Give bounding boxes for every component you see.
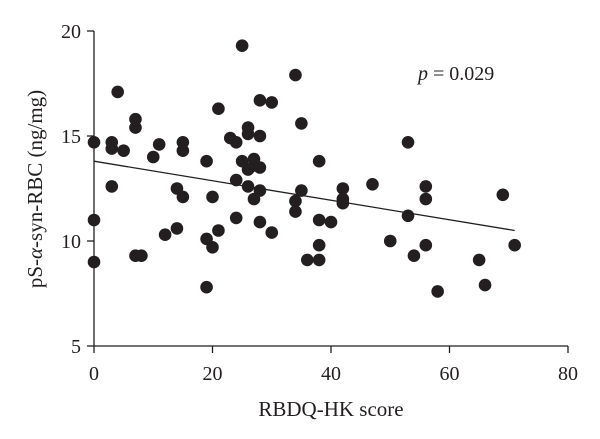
x-tick-label: 0	[89, 363, 99, 385]
data-point	[200, 154, 213, 168]
data-point	[206, 190, 219, 204]
data-point	[212, 102, 225, 115]
y-tick-label: 15	[61, 126, 81, 148]
data-point	[253, 129, 267, 143]
p-symbol: p	[416, 63, 428, 85]
data-points	[87, 39, 521, 298]
data-point	[200, 280, 213, 294]
y-axis-title: pS-α-syn-RBC (ng/mg)	[23, 90, 47, 288]
y-axis-title-alpha: α	[23, 247, 47, 259]
data-point	[496, 188, 510, 202]
data-point	[336, 182, 350, 195]
data-point	[295, 117, 308, 130]
data-point	[401, 136, 415, 149]
data-point	[366, 178, 379, 191]
data-point	[206, 241, 219, 254]
data-point	[312, 154, 326, 168]
data-point	[105, 180, 119, 193]
data-point	[229, 173, 243, 187]
data-point	[146, 150, 160, 164]
data-point	[312, 238, 326, 252]
data-point	[87, 136, 101, 149]
data-point	[212, 224, 225, 237]
data-point	[135, 249, 148, 262]
y-ticks: 5 10 15 20	[61, 21, 94, 358]
p-value-text: = 0.029	[428, 63, 494, 85]
data-point	[129, 121, 142, 134]
data-point	[105, 142, 119, 155]
x-tick-label: 40	[321, 363, 341, 385]
data-point	[419, 192, 433, 206]
p-value-annotation: p = 0.029	[416, 63, 494, 85]
x-tick-label: 80	[558, 363, 578, 385]
data-point	[253, 94, 267, 107]
x-tick-label: 60	[440, 363, 460, 385]
data-point	[301, 253, 314, 267]
data-point	[289, 68, 302, 82]
data-point	[253, 161, 267, 174]
data-point	[253, 215, 267, 229]
data-point	[87, 213, 101, 227]
data-point	[289, 194, 302, 208]
trend-line	[93, 160, 515, 232]
data-point	[336, 196, 350, 210]
data-point	[265, 226, 279, 239]
data-point	[117, 144, 130, 157]
data-point	[87, 255, 101, 269]
data-point	[253, 184, 267, 197]
data-point	[383, 234, 397, 248]
data-point	[401, 209, 415, 223]
data-point	[152, 138, 166, 151]
data-point	[472, 253, 486, 267]
y-tick-label: 5	[71, 336, 81, 358]
y-tick-label: 10	[61, 231, 81, 253]
data-point	[265, 96, 279, 109]
data-point	[324, 215, 338, 229]
data-point	[478, 278, 492, 292]
y-axis-title-prefix: pS-	[23, 259, 47, 288]
data-point	[419, 238, 433, 252]
x-axis-title: RBDQ-HK score	[258, 397, 403, 421]
data-point	[312, 253, 326, 267]
data-point	[241, 127, 255, 141]
data-point	[176, 190, 190, 204]
data-point	[111, 85, 124, 99]
data-point	[312, 213, 326, 227]
data-point	[170, 222, 184, 235]
axes	[93, 31, 568, 347]
data-point	[235, 39, 249, 52]
data-point	[419, 180, 433, 193]
data-point	[229, 211, 243, 225]
data-point	[158, 228, 172, 241]
x-ticks: 0 20 40 60 80	[89, 346, 578, 385]
y-tick-label: 20	[61, 21, 81, 43]
data-point	[431, 285, 444, 298]
y-axis-title-suffix: -syn-RBC (ng/mg)	[23, 90, 47, 248]
data-point	[176, 144, 190, 157]
data-point	[289, 205, 302, 218]
data-point	[508, 238, 521, 252]
x-tick-label: 20	[203, 363, 223, 385]
data-point	[407, 249, 421, 262]
data-point	[229, 136, 243, 149]
data-point	[295, 184, 308, 197]
